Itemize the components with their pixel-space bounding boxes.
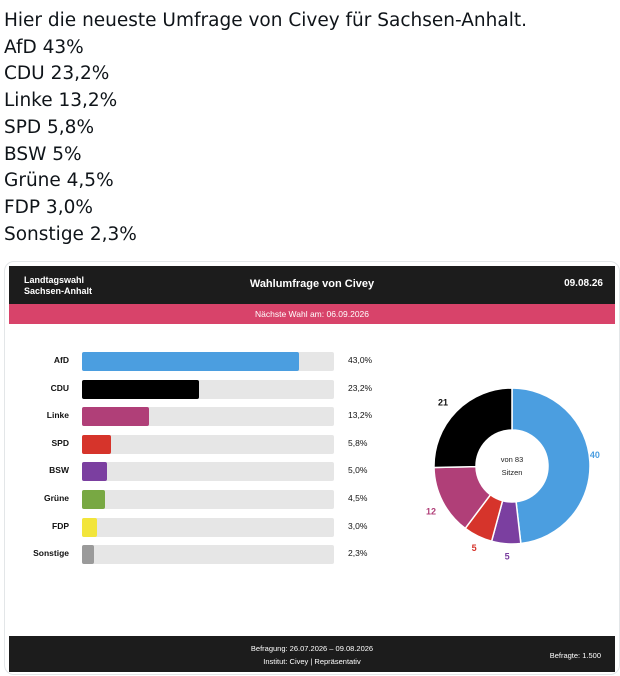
post-line: AfD 43% <box>4 36 84 58</box>
survey-period: Befragung: 26.07.2026 – 09.08.2026 <box>250 644 374 653</box>
bar <box>82 490 105 509</box>
donut-center-total: von 83 <box>501 455 524 464</box>
bar-category-label: FDP <box>52 520 69 531</box>
poll-header: Landtagswahl Sachsen-Anhalt Wahlumfrage … <box>9 266 615 304</box>
bar-value-label: 2,3% <box>348 548 368 559</box>
poll-footer: Befragung: 26.07.2026 – 09.08.2026 Insti… <box>9 636 615 672</box>
bar-track <box>82 434 334 454</box>
donut-hole <box>476 430 548 502</box>
bar-track <box>82 352 334 371</box>
bar <box>82 379 199 399</box>
state-label-line2: Sachsen-Anhalt <box>24 286 93 296</box>
post-line: Sonstige 2,3% <box>4 223 137 245</box>
bar-value-label: 3,0% <box>348 520 368 531</box>
bar-row: SPD 5,8% <box>9 433 409 455</box>
bar-category-label: SPD <box>51 437 69 448</box>
bar-track <box>82 462 334 482</box>
poll-title: Wahlumfrage von Civey <box>249 278 375 290</box>
bar <box>82 462 108 482</box>
bar <box>82 434 112 454</box>
bar <box>82 517 98 537</box>
donut-seat-label: 21 <box>438 397 448 407</box>
bar-track <box>82 407 334 427</box>
bar-category-label: AfD <box>53 355 69 365</box>
donut-center-unit: Sitzen <box>502 468 523 477</box>
bar-row: Sonstige 2,3% <box>9 543 409 565</box>
donut-seat-label: 12 <box>426 506 436 516</box>
bar <box>82 407 149 427</box>
donut-seat-label: 5 <box>505 552 510 562</box>
post-line: Linke 13,2% <box>4 90 118 112</box>
post-line: CDU 23,2% <box>4 63 110 85</box>
bar-row: CDU 23,2% <box>9 378 409 400</box>
bar-row: Linke 13,2% <box>9 405 409 427</box>
donut-seat-label: 5 <box>472 543 477 553</box>
post-line: Grüne 4,5% <box>4 170 114 192</box>
post-line: BSW 5% <box>4 143 82 165</box>
state-label-line1: Landtagswahl <box>24 275 85 285</box>
poll-date: 09.08.26 <box>564 278 603 289</box>
bar-row: FDP 3,0% <box>9 516 409 538</box>
bar-track <box>82 379 334 399</box>
bar-value-label: 5,0% <box>348 465 368 476</box>
bar-chart: AfD 43,0% CDU 23,2% Linke 13,2% SPD 5,8% BSW 5,0%… <box>9 350 409 590</box>
bar-category-label: Sonstige <box>33 548 69 559</box>
bar <box>82 545 94 565</box>
bar-category-label: CDU <box>50 382 69 393</box>
respondent-count: Befragte: 1.500 <box>549 651 601 660</box>
poll-graphic: Landtagswahl Sachsen-Anhalt Wahlumfrage … <box>9 266 617 672</box>
bar-value-label: 4,5% <box>348 493 368 503</box>
bar-track <box>82 517 334 537</box>
bar-value-label: 13,2% <box>348 410 373 421</box>
bar-row: BSW 5,0% <box>9 460 409 482</box>
bar-value-label: 23,2% <box>348 382 373 393</box>
next-election-banner: Nächste Wahl am: 06.09.2026 <box>9 304 615 324</box>
bar-value-label: 43,0% <box>348 355 373 365</box>
survey-institute: Institut: Civey | Repräsentativ <box>263 657 361 666</box>
bar-track <box>82 545 334 565</box>
post-line: SPD 5,8% <box>4 116 95 138</box>
bar-row: Grüne 4,5% <box>9 488 409 510</box>
state-label: Landtagswahl Sachsen-Anhalt <box>24 275 92 297</box>
bar-value-label: 5,8% <box>348 437 368 448</box>
bar <box>82 352 299 371</box>
post-image[interactable]: Landtagswahl Sachsen-Anhalt Wahlumfrage … <box>4 261 620 675</box>
seat-donut-chart: 40 5 5 12 21 von 83 Sitzen <box>426 387 600 562</box>
bar-row: AfD 43,0% <box>9 350 409 372</box>
post-text: Hier die neueste Umfrage von Civey für S… <box>4 8 604 248</box>
bar-category-label: Grüne <box>43 493 69 503</box>
bar-category-label: BSW <box>49 465 69 476</box>
post-line: FDP 3,0% <box>4 196 93 218</box>
post-line: Hier die neueste Umfrage von Civey für S… <box>4 10 527 31</box>
bar-track <box>82 490 334 509</box>
donut-seat-label: 40 <box>590 450 600 460</box>
bar-category-label: Linke <box>46 410 69 421</box>
